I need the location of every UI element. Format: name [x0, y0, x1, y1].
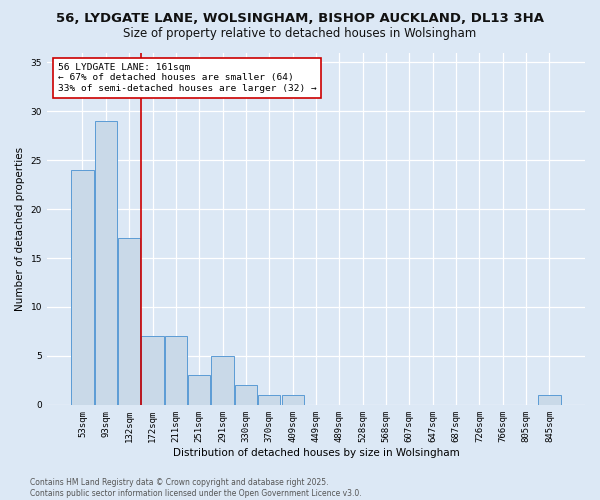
Bar: [258, 395, 280, 405]
Bar: [188, 376, 211, 405]
Bar: [211, 356, 233, 405]
Text: Contains HM Land Registry data © Crown copyright and database right 2025.
Contai: Contains HM Land Registry data © Crown c…: [30, 478, 362, 498]
Y-axis label: Number of detached properties: Number of detached properties: [15, 146, 25, 310]
X-axis label: Distribution of detached houses by size in Wolsingham: Distribution of detached houses by size …: [173, 448, 460, 458]
Bar: [118, 238, 140, 405]
Text: Size of property relative to detached houses in Wolsingham: Size of property relative to detached ho…: [124, 28, 476, 40]
Bar: [538, 395, 560, 405]
Text: 56 LYDGATE LANE: 161sqm
← 67% of detached houses are smaller (64)
33% of semi-de: 56 LYDGATE LANE: 161sqm ← 67% of detache…: [58, 63, 316, 93]
Bar: [142, 336, 164, 405]
Bar: [165, 336, 187, 405]
Bar: [281, 395, 304, 405]
Bar: [71, 170, 94, 405]
Bar: [95, 121, 117, 405]
Bar: [235, 386, 257, 405]
Text: 56, LYDGATE LANE, WOLSINGHAM, BISHOP AUCKLAND, DL13 3HA: 56, LYDGATE LANE, WOLSINGHAM, BISHOP AUC…: [56, 12, 544, 26]
